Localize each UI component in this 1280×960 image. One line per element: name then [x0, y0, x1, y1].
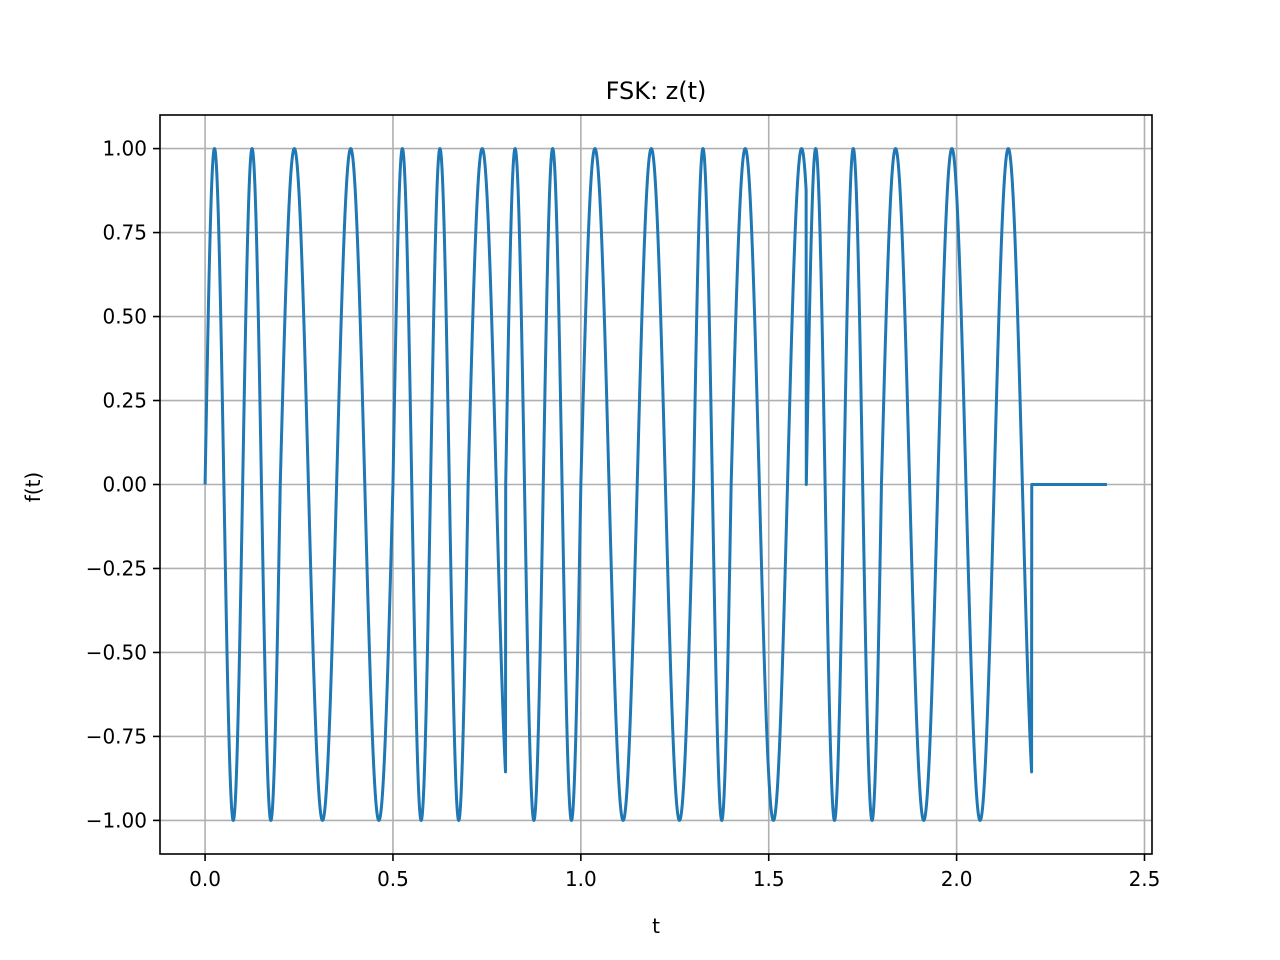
y-tick-label: 0.50: [102, 305, 147, 329]
fsk-signal-line: [203, 147, 1107, 822]
y-tick-label: 0.75: [102, 221, 147, 245]
y-axis-label: f(t): [21, 472, 45, 503]
x-tick-label: 1.0: [565, 867, 597, 891]
y-tick-label: −1.00: [86, 808, 147, 832]
series-layer: [203, 147, 1107, 822]
y-tick-label: 1.00: [102, 137, 147, 161]
chart-title: FSK: z(t): [606, 77, 707, 105]
x-tick-label: 0.5: [377, 867, 409, 891]
y-tick-label: 0.25: [102, 389, 147, 413]
y-tick-label: −0.75: [86, 724, 147, 748]
y-tick-label: −0.25: [86, 556, 147, 580]
plot-frame: [159, 114, 1153, 855]
ticks: 0.0 0.5 1.0 1.5 2.0 2.5 1.00 0.75 0.50 0.25 0.00 −0…: [86, 137, 1161, 891]
x-axis-label: t: [652, 914, 660, 938]
x-tick-label: 0.0: [189, 867, 221, 891]
x-tick-label: 2.0: [941, 867, 973, 891]
x-tick-label: 2.5: [1129, 867, 1161, 891]
y-tick-label: 0.00: [102, 473, 147, 497]
y-tick-label: −0.50: [86, 640, 147, 664]
x-tick-label: 1.5: [753, 867, 785, 891]
